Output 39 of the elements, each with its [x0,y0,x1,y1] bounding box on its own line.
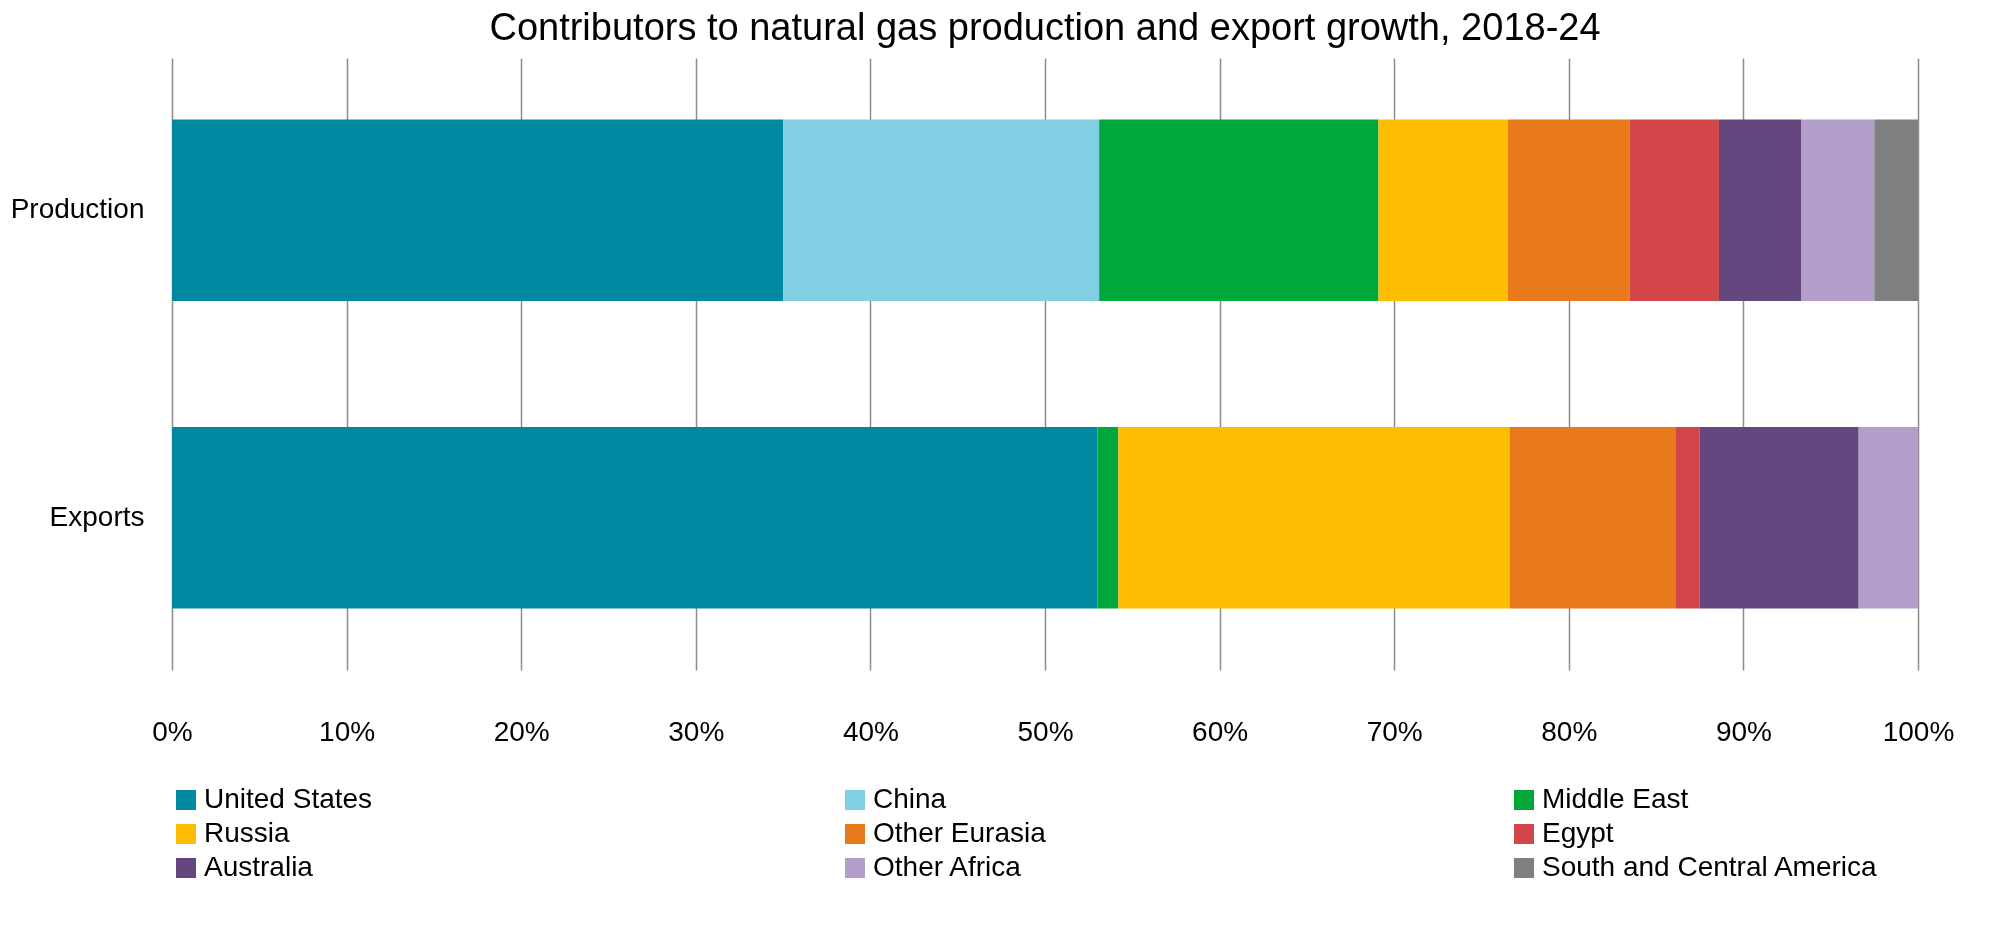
bar [1378,119,1508,301]
x-tick-label: 30% [668,715,725,747]
x-tick-label: 10% [319,715,376,747]
legend-label: China [873,783,947,814]
legend-label: South and Central America [1542,851,1878,882]
legend-label: United States [204,783,373,814]
chart-title: Contributors to natural gas production and export growth, 2018-24 [489,6,1601,48]
bar [1675,427,1700,609]
x-tick-label: 0% [152,715,193,747]
bar [1099,119,1379,301]
bar [1629,119,1719,301]
bar [1858,427,1918,609]
x-tick-label: 70% [1366,715,1423,747]
bar [1874,119,1918,301]
bar [1118,427,1510,609]
bar [1097,427,1119,609]
bar [1509,427,1676,609]
bar [783,119,1100,301]
x-tick-label: 90% [1715,715,1772,747]
y-tick-label: Production [10,193,145,225]
legend-label: Australia [204,851,314,882]
legend-label: Russia [204,817,291,848]
x-tick-label: 20% [493,715,550,747]
x-tick-label: 80% [1541,715,1598,747]
bar [172,427,1098,609]
legend-label: Other Eurasia [873,817,1047,848]
x-tick-label: 40% [842,715,899,747]
y-tick-label: Exports [49,500,145,532]
bar [1801,119,1875,301]
bar [1699,427,1859,609]
bar [1507,119,1630,301]
bar [172,119,784,301]
x-tick-label: 100% [1882,715,1955,747]
legend-label: Middle East [1542,783,1689,814]
legend-label: Egypt [1542,817,1614,848]
legend-label: Other Africa [873,851,1022,882]
bar [1718,119,1802,301]
x-tick-label: 50% [1017,715,1074,747]
x-tick-label: 60% [1192,715,1249,747]
